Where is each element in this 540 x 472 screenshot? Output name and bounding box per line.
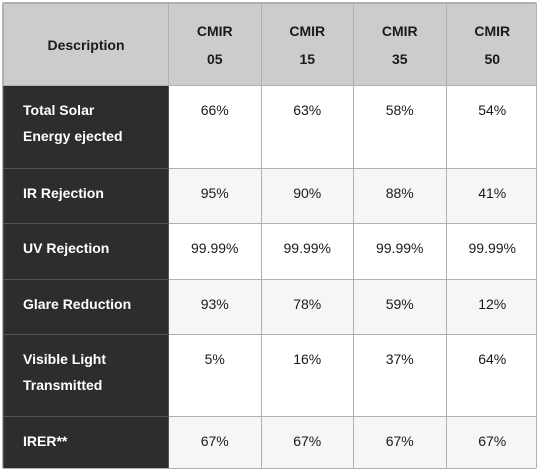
table-cell: 67%	[445, 416, 536, 468]
row-label-line1: Glare Reduction	[23, 296, 132, 312]
header-line1: CMIR	[289, 22, 326, 39]
row-label: UV Rejection	[3, 223, 169, 280]
table-cell: 5%	[168, 334, 262, 417]
header-line2: 05	[206, 50, 223, 67]
row-label-line1: IR Rejection	[23, 185, 104, 201]
header-cmir-35: CMIR 35	[353, 3, 447, 86]
table-cell: 67%	[353, 416, 447, 468]
row-label: Glare Reduction	[3, 279, 169, 335]
table-cell: 93%	[168, 279, 262, 335]
table-row-irer: IRER** 67% 67% 67% 67%	[3, 416, 536, 468]
table-cell: 95%	[168, 168, 262, 224]
table-cell: 99.99%	[353, 223, 447, 280]
row-label: Visible Light Transmitted	[3, 334, 169, 417]
table-row-total-solar-energy: Total Solar Energy ejected 66% 63% 58% 54…	[3, 85, 536, 169]
table-cell: 88%	[353, 168, 447, 224]
header-cmir-15: CMIR 15	[260, 3, 354, 86]
table-cell: 99.99%	[168, 223, 262, 280]
header-line2: 35	[391, 50, 408, 67]
table-cell: 67%	[168, 416, 262, 468]
row-label-line1: Total Solar	[23, 102, 95, 118]
header-cmir-50: CMIR 50	[445, 3, 536, 86]
table-cell: 90%	[260, 168, 354, 224]
table-cell: 41%	[445, 168, 536, 224]
row-label-line1: Visible Light	[23, 351, 106, 367]
row-label-line1: UV Rejection	[23, 240, 110, 256]
row-label-line1: IRER**	[23, 433, 68, 449]
table-cell: 16%	[260, 334, 354, 417]
specs-table: Description CMIR 05 CMIR 15 CMIR 35 CMIR 50 …	[3, 3, 536, 468]
row-label: IR Rejection	[3, 168, 169, 224]
header-cmir-05: CMIR 05	[168, 3, 262, 86]
header-line2: 15	[299, 50, 316, 67]
table-cell: 58%	[353, 85, 447, 169]
row-label: IRER**	[3, 416, 169, 468]
row-label-line2: Transmitted	[23, 377, 103, 393]
table-cell: 67%	[260, 416, 354, 468]
table-cell: 99.99%	[260, 223, 354, 280]
table-cell: 99.99%	[445, 223, 536, 280]
header-row: Description CMIR 05 CMIR 15 CMIR 35 CMIR 50	[3, 3, 536, 86]
table-cell: 66%	[168, 85, 262, 169]
header-line1: CMIR	[196, 22, 233, 39]
table-cell: 12%	[445, 279, 536, 335]
table-cell: 64%	[445, 334, 536, 417]
table-cell: 59%	[353, 279, 447, 335]
row-label-line2: Energy ejected	[23, 128, 123, 144]
table-row-uv-rejection: UV Rejection 99.99% 99.99% 99.99% 99.99%	[3, 223, 536, 280]
table-row-glare-reduction: Glare Reduction 93% 78% 59% 12%	[3, 279, 536, 335]
header-description: Description	[3, 3, 169, 86]
table-cell: 63%	[260, 85, 354, 169]
table-row-ir-rejection: IR Rejection 95% 90% 88% 41%	[3, 168, 536, 224]
table-cell: 78%	[260, 279, 354, 335]
header-line1: CMIR	[474, 22, 511, 39]
header-line1: CMIR	[381, 22, 418, 39]
table-row-visible-light: Visible Light Transmitted 5% 16% 37% 64%	[3, 334, 536, 417]
header-line2: 50	[484, 50, 501, 67]
table-cell: 37%	[353, 334, 447, 417]
row-label: Total Solar Energy ejected	[3, 85, 169, 169]
table-cell: 54%	[445, 85, 536, 169]
